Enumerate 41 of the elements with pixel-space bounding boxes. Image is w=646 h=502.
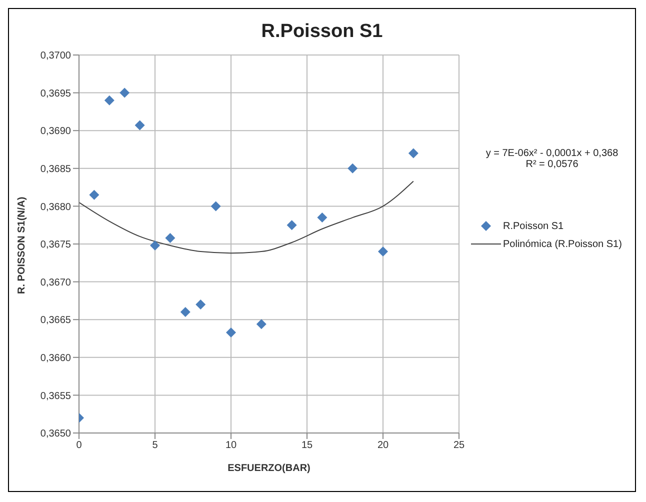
point: [150, 240, 160, 251]
x-tick-label: 20: [377, 440, 389, 452]
point: [180, 307, 190, 318]
y-tick-label: 0,3650: [40, 428, 72, 440]
point: [89, 190, 100, 200]
y-tick-label: 0,3670: [40, 277, 72, 288]
point: [226, 327, 236, 338]
point: [165, 232, 176, 243]
y-tick-label: 0,3665: [40, 315, 72, 326]
x-tick-label: 5: [152, 440, 158, 452]
y-tick-label: 0,3655: [40, 390, 72, 402]
legend-label: Polinómica (R.Poisson S1): [503, 238, 622, 250]
text: R² = 0,0576: [524, 159, 580, 170]
x-tick-label: 25: [453, 440, 465, 452]
x-tick-label: 10: [225, 440, 237, 452]
y-tick-label: 0,3695: [40, 88, 72, 100]
y-tick-label: 0,3675: [40, 240, 72, 251]
point: [210, 201, 221, 212]
point: [348, 163, 358, 174]
y-tick-label: 0,3660: [40, 352, 72, 364]
point: [378, 246, 388, 257]
point: [104, 95, 114, 106]
point: [408, 148, 418, 158]
x-axis-title: ESFUERZO(BAR): [228, 463, 310, 474]
point: [134, 120, 145, 130]
point: [256, 319, 266, 330]
point: [317, 212, 328, 223]
y-axis-title: R. POISSON S1(N/A): [16, 196, 28, 294]
line-series: [79, 180, 414, 254]
y-tick-label: 0,3690: [40, 126, 72, 138]
x-tick-label: 0: [76, 440, 82, 452]
y-tick-label: 0,3680: [40, 202, 72, 213]
point: [120, 88, 130, 98]
point: [286, 220, 297, 230]
chart-title: R.Poisson S1: [260, 21, 384, 43]
legend-label: R.Poisson S1: [503, 220, 564, 232]
x-tick-label: 15: [301, 440, 313, 452]
y-tick-label: 0,3685: [40, 164, 72, 175]
text: y = 7E-06x² - 0,0001x + 0,368: [484, 148, 620, 159]
point: [196, 299, 206, 310]
y-tick-label: 0,3700: [40, 50, 72, 62]
